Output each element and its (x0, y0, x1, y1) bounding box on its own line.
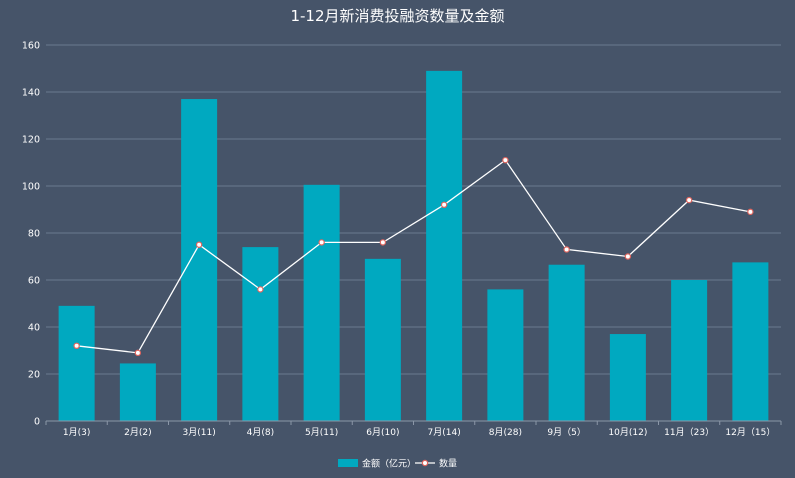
y-tick-label: 60 (28, 276, 40, 287)
y-tick-label: 140 (22, 88, 40, 99)
x-tick-label: 6月(10) (366, 427, 399, 438)
x-tick-label: 1月(3) (63, 427, 90, 438)
bars-layer (58, 70, 769, 422)
y-tick-label: 100 (22, 182, 40, 193)
legend-label-line: 数量 (439, 458, 457, 470)
x-tick-label: 10月(12) (608, 427, 647, 438)
y-tick-label: 20 (28, 370, 40, 381)
y-tick-label: 0 (34, 417, 40, 428)
x-tick-label: 11月（23） (664, 427, 714, 438)
y-tick-label: 40 (28, 323, 40, 334)
line-point (685, 196, 693, 204)
x-tick-label: 9月（5） (547, 427, 585, 438)
x-tick-label: 12月（15） (725, 427, 775, 438)
grid-layer (46, 44, 781, 375)
line-layer (73, 156, 754, 357)
line-point (73, 342, 80, 349)
x-tick-label: 7月(14) (428, 427, 461, 438)
bar (548, 264, 585, 421)
line-point (134, 349, 142, 357)
line-point (502, 156, 509, 164)
line-point (195, 241, 203, 248)
x-tick-label: 8月(28) (489, 427, 522, 438)
bar (58, 305, 95, 421)
bar (487, 289, 524, 421)
bar (671, 280, 708, 421)
bar (119, 363, 156, 421)
bar (732, 262, 769, 421)
bar (181, 99, 218, 422)
x-tick-label: 2月(2) (124, 427, 151, 438)
bar (242, 247, 279, 421)
x-tick-label: 4月(8) (247, 427, 274, 438)
x-tick-label: 5月(11) (305, 427, 338, 438)
bar (364, 258, 401, 421)
y-tick-label: 120 (22, 135, 40, 146)
x-tick-label: 3月(11) (183, 427, 216, 438)
line-series (76, 159, 751, 354)
line-point (747, 208, 754, 216)
line-point (440, 201, 448, 208)
bar (426, 70, 463, 421)
legend-label-bar: 金额（亿元） (362, 458, 416, 470)
y-tick-label: 80 (28, 229, 40, 240)
legend-line-marker (421, 459, 429, 467)
legend: 金额（亿元） 数量 (338, 458, 457, 470)
line-point (318, 239, 325, 246)
bar (609, 334, 646, 421)
chart-title: 1-12月新消费投融资数量及金额 (290, 7, 504, 25)
y-tick-label: 160 (22, 41, 40, 52)
bar (303, 184, 340, 421)
line-point (379, 239, 387, 246)
legend-bar-swatch (338, 459, 358, 467)
line-point (563, 246, 570, 253)
axis-layer: 0 20 40 60 80 100 120 140 160 1月(3) 2月(2) 3月(11) 4月(… (22, 41, 782, 438)
line-point (257, 286, 264, 293)
line-point (624, 253, 632, 260)
